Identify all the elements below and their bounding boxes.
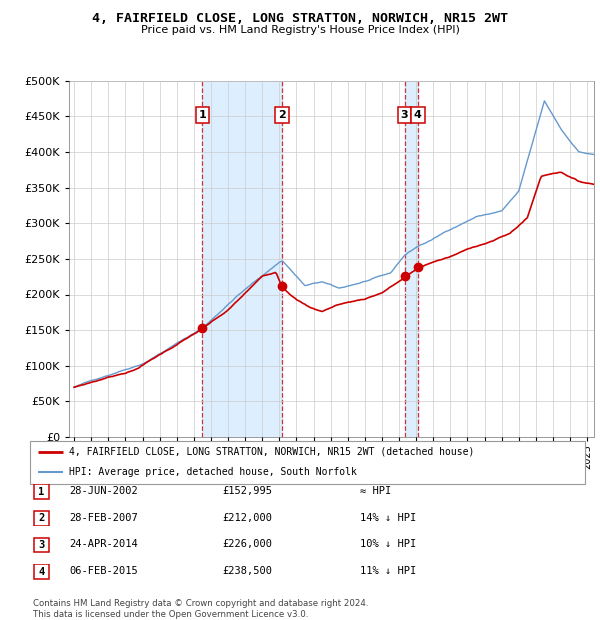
Text: 2: 2	[278, 110, 286, 120]
FancyBboxPatch shape	[34, 511, 49, 526]
Text: Contains HM Land Registry data © Crown copyright and database right 2024.
This d: Contains HM Land Registry data © Crown c…	[33, 600, 368, 619]
Text: 3: 3	[401, 110, 409, 120]
Text: £226,000: £226,000	[222, 539, 272, 549]
Bar	[404, 81, 418, 437]
Text: £212,000: £212,000	[222, 513, 272, 523]
Text: 4, FAIRFIELD CLOSE, LONG STRATTON, NORWICH, NR15 2WT (detached house): 4, FAIRFIELD CLOSE, LONG STRATTON, NORWI…	[69, 447, 474, 457]
Text: 4: 4	[414, 110, 422, 120]
Text: 11% ↓ HPI: 11% ↓ HPI	[360, 566, 416, 576]
Text: HPI: Average price, detached house, South Norfolk: HPI: Average price, detached house, Sout…	[69, 467, 357, 477]
Text: 28-FEB-2007: 28-FEB-2007	[69, 513, 138, 523]
FancyBboxPatch shape	[34, 538, 49, 552]
Text: Price paid vs. HM Land Registry's House Price Index (HPI): Price paid vs. HM Land Registry's House …	[140, 25, 460, 35]
Text: 06-FEB-2015: 06-FEB-2015	[69, 566, 138, 576]
Text: £238,500: £238,500	[222, 566, 272, 576]
Text: 14% ↓ HPI: 14% ↓ HPI	[360, 513, 416, 523]
Text: 2: 2	[38, 513, 44, 523]
Text: 10% ↓ HPI: 10% ↓ HPI	[360, 539, 416, 549]
Text: 4: 4	[38, 567, 44, 577]
Text: 1: 1	[38, 487, 44, 497]
FancyBboxPatch shape	[34, 484, 49, 499]
FancyBboxPatch shape	[30, 441, 585, 484]
FancyBboxPatch shape	[34, 564, 49, 579]
Text: 4, FAIRFIELD CLOSE, LONG STRATTON, NORWICH, NR15 2WT: 4, FAIRFIELD CLOSE, LONG STRATTON, NORWI…	[92, 12, 508, 25]
Text: ≈ HPI: ≈ HPI	[360, 486, 391, 496]
Bar	[202, 81, 282, 437]
Text: 3: 3	[38, 540, 44, 550]
Text: 28-JUN-2002: 28-JUN-2002	[69, 486, 138, 496]
Text: 1: 1	[199, 110, 206, 120]
Text: £152,995: £152,995	[222, 486, 272, 496]
Text: 24-APR-2014: 24-APR-2014	[69, 539, 138, 549]
